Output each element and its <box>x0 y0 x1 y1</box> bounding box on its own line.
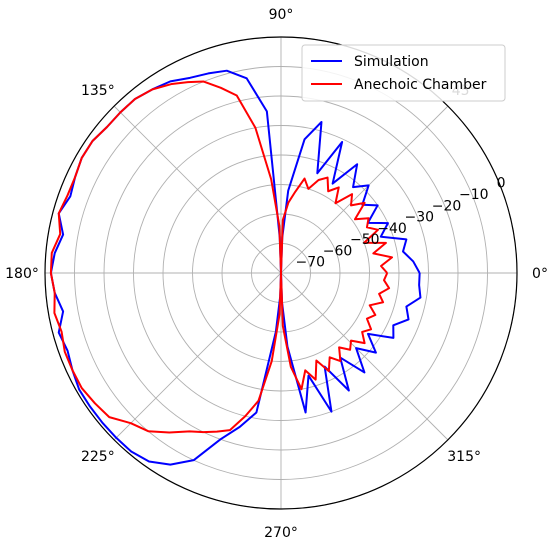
angle-gridline-3 <box>113 105 282 274</box>
radial-tick-labels: −70−60−50−40−30−20−10 0 <box>295 176 505 271</box>
radial-tick-label-0: −70 <box>295 255 325 271</box>
angle-gridline-7 <box>280 272 449 441</box>
angle-tick-label-5: 225° <box>81 449 115 465</box>
angle-tick-label-4: 180° <box>5 266 39 282</box>
angle-tick-label-3: 135° <box>81 83 115 99</box>
radial-tick-label-6: −10 <box>459 187 489 203</box>
radial-tick-label-1: −60 <box>323 243 353 259</box>
radial-tick-label-7: 0 <box>497 176 506 192</box>
outer-frame <box>44 36 518 510</box>
angle-tick-label-6: 270° <box>264 525 298 541</box>
plot-frame <box>44 36 518 510</box>
radial-tick-label-4: −30 <box>404 210 434 226</box>
radial-tick-label-3: −40 <box>377 221 407 237</box>
angle-tick-label-7: 315° <box>447 449 481 465</box>
radial-tick-label-5: −20 <box>432 198 462 214</box>
angle-gridline-1 <box>280 105 449 274</box>
radial-tick-label-2: −50 <box>350 232 380 248</box>
angle-tick-label-2: 90° <box>269 7 294 23</box>
legend-label-anechoic-chamber: Anechoic Chamber <box>354 77 487 93</box>
angle-tick-label-0: 0° <box>532 266 548 282</box>
legend-label-simulation: Simulation <box>354 54 429 70</box>
legend-box <box>301 44 506 102</box>
series-line-anechoic-chamber <box>49 80 394 434</box>
legend: Simulation Anechoic Chamber <box>301 44 506 102</box>
series-lines <box>49 69 422 466</box>
series-line-simulation <box>49 69 422 466</box>
angle-gridline-5 <box>113 272 282 441</box>
